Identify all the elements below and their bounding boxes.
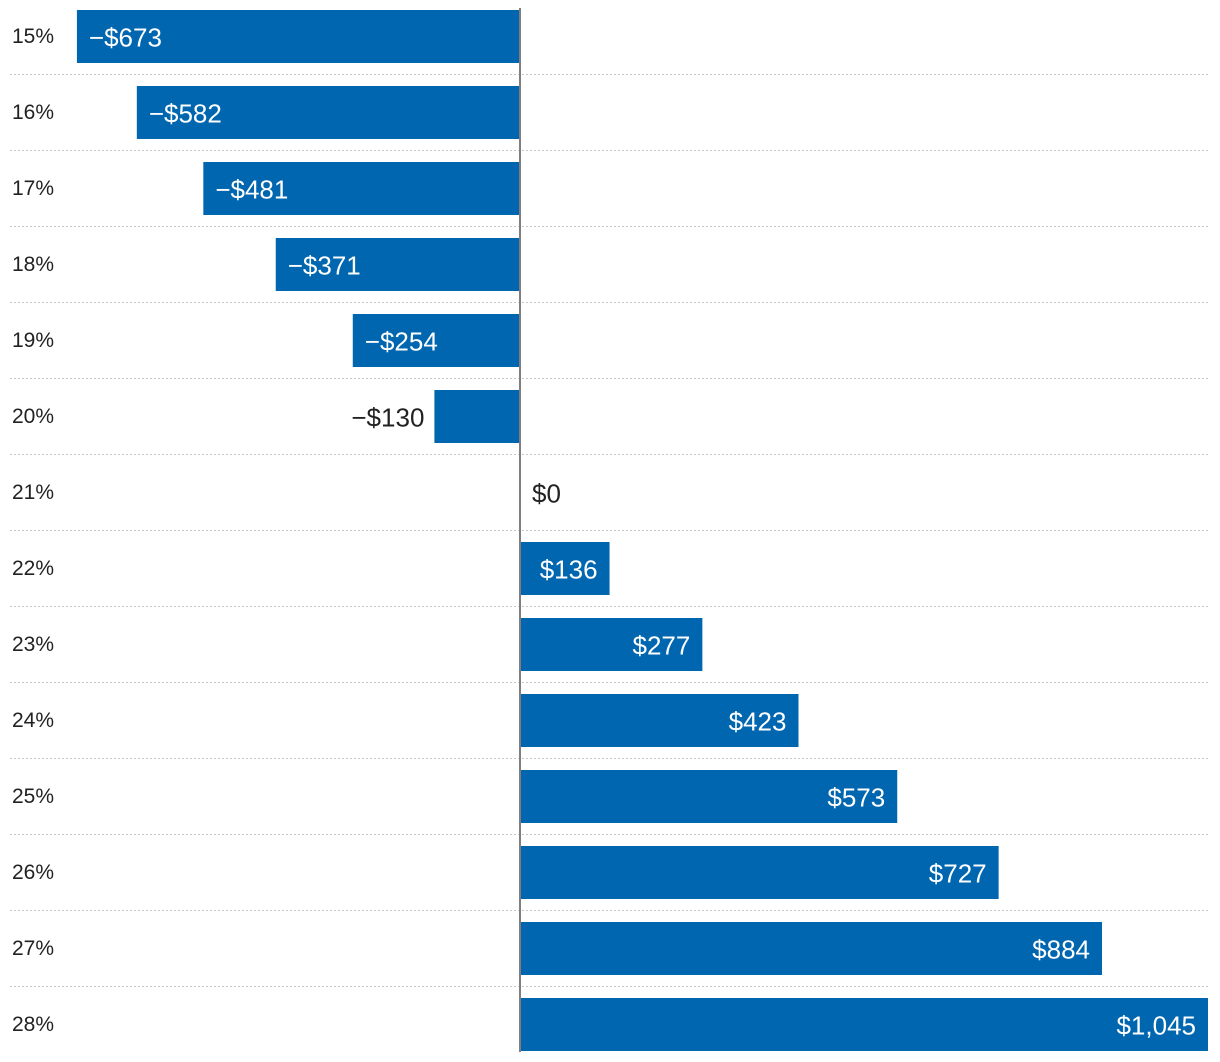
bar bbox=[520, 618, 703, 671]
value-label: $277 bbox=[633, 631, 691, 661]
value-label: $884 bbox=[1032, 935, 1090, 965]
value-label: −$371 bbox=[288, 251, 361, 281]
category-label: 26% bbox=[12, 861, 54, 884]
value-label: $136 bbox=[540, 555, 598, 585]
bars-group bbox=[76, 10, 1208, 1051]
value-label: −$673 bbox=[89, 23, 162, 53]
category-label: 25% bbox=[12, 785, 54, 808]
bar bbox=[520, 770, 898, 823]
row-separators bbox=[10, 74, 1210, 987]
value-label: −$481 bbox=[215, 175, 288, 205]
value-label: −$582 bbox=[149, 99, 222, 129]
category-label: 21% bbox=[12, 481, 54, 504]
category-label: 24% bbox=[12, 709, 54, 732]
value-label: $0 bbox=[532, 479, 561, 509]
value-label: −$254 bbox=[365, 327, 438, 357]
category-label: 17% bbox=[12, 177, 54, 200]
bar bbox=[520, 998, 1208, 1051]
value-label: $573 bbox=[827, 783, 885, 813]
bar bbox=[434, 390, 520, 443]
bar bbox=[520, 542, 610, 595]
category-label: 18% bbox=[12, 253, 54, 276]
bar bbox=[203, 162, 520, 215]
category-label: 23% bbox=[12, 633, 54, 656]
bar bbox=[520, 922, 1103, 975]
value-labels: −$673 −$582 −$481 −$371 −$254 −$130 $0 $136 $277… bbox=[89, 23, 1196, 1041]
value-label: $1,045 bbox=[1116, 1011, 1196, 1041]
bar bbox=[352, 314, 520, 367]
category-label: 16% bbox=[12, 101, 54, 124]
value-label: $423 bbox=[729, 707, 787, 737]
bar bbox=[520, 694, 799, 747]
category-label: 28% bbox=[12, 1013, 54, 1036]
category-label: 15% bbox=[12, 25, 54, 48]
value-label: $727 bbox=[929, 859, 987, 889]
bar bbox=[76, 10, 521, 63]
bar bbox=[275, 238, 520, 291]
category-label: 19% bbox=[12, 329, 54, 352]
category-label: 22% bbox=[12, 557, 54, 580]
category-label: 27% bbox=[12, 937, 54, 960]
category-label: 20% bbox=[12, 405, 54, 428]
bar bbox=[520, 846, 999, 899]
bar bbox=[136, 86, 521, 139]
value-label: −$130 bbox=[351, 403, 424, 433]
category-labels: 15% 16% 17% 18% 19% 20% 21% 22% 23% 24% 25% 26% 27% 2… bbox=[12, 25, 54, 1036]
